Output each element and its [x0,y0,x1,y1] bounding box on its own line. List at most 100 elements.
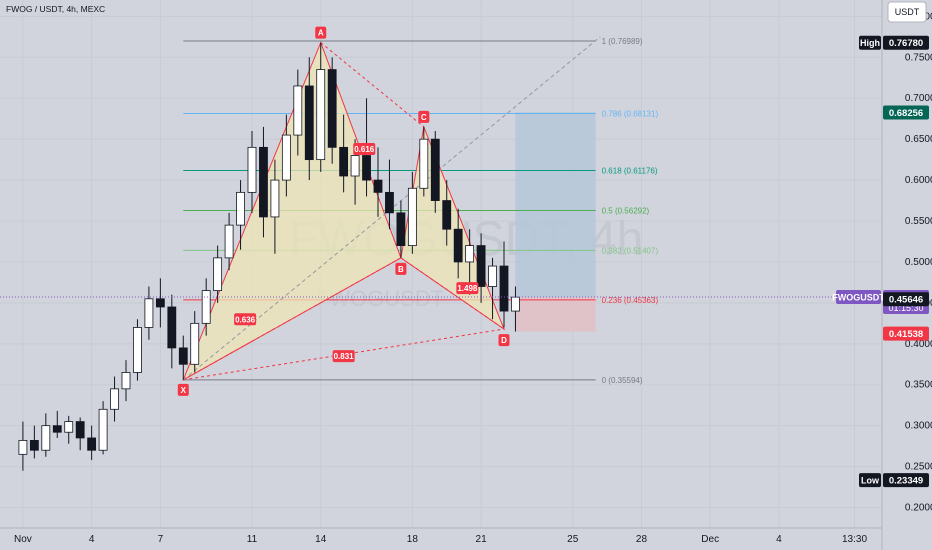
x-tick-label: 11 [247,534,258,545]
current-symbol: FWOGUSDT [832,293,885,303]
currency-button[interactable]: USDT [887,1,927,23]
point-letter: X [181,386,187,395]
candle-up [98,408,108,451]
fib-label: 0.786 (0.68131) [602,110,659,119]
price-tags: High0.767800.68256FWOGUSDT0.4571601:15:3… [832,35,929,488]
high-tag-label: High [860,38,880,48]
ratio-badge [234,313,257,326]
low-tag-label: Low [861,476,880,486]
low-tag-bg [883,473,929,488]
pattern-dashed-BD [400,257,505,330]
target-tag-bg [883,105,929,120]
candle-up [407,187,417,246]
y-tick-label: 0.75000 [905,52,932,63]
candle-up [511,296,520,312]
candle-down [373,179,383,193]
candle-down [178,347,188,365]
x-axis[interactable]: Nov 4 7 11 14 18 21 25 28 Dec 4 13:30 [14,534,867,545]
candle-down [304,85,314,161]
y-tick-label: 0.30000 [905,421,932,432]
candle-up [488,265,497,287]
symbol-title: FWOG / USDT, 4h, MEXC [6,4,105,14]
stop-tag-value: 0.41538 [889,329,923,340]
point-badge [395,262,407,275]
candle-up [133,327,142,373]
candle-down [499,265,509,312]
fib-label: 1 (0.76989) [602,37,643,46]
position-zones[interactable] [515,112,596,332]
candle-up [144,298,154,328]
currency-button-label: USDT [895,7,920,17]
current-symbol-bg [836,290,881,305]
candle-down [75,421,85,439]
candle-up [247,146,257,193]
candle-down [87,437,97,451]
target-zone [515,112,596,298]
candle-up [350,155,360,177]
candle-up [18,440,28,455]
x-tick-label: 4 [776,534,782,545]
high-tag-label-bg [859,35,881,50]
candle-down [362,155,371,181]
y-tick-label: 0.60000 [905,175,932,186]
x-tick-label: 21 [476,534,488,545]
candle-down [52,425,62,433]
x-tick-label: Nov [14,534,32,545]
x-tick-label: Dec [701,534,719,545]
candle-down [327,69,337,148]
target-tag-value: 0.68256 [889,108,923,119]
ratio-text: 0.636 [235,315,256,324]
point-badge [315,26,327,39]
y-tick-label: 0.65000 [905,134,932,145]
x-tick-label: 18 [407,534,419,545]
candle-down [155,298,165,308]
high-tag-bg [883,35,929,50]
stop-tag-bg [883,326,929,341]
y-tick-label: 0.70000 [905,93,932,104]
candle-down [259,146,268,218]
last-tag-value: 0.45646 [889,295,923,306]
y-tick-label: 0.40000 [905,339,932,350]
candle-down [167,306,177,349]
candle-up [236,191,245,226]
ratio-badge [456,282,479,295]
candle-up [316,69,326,161]
y-tick-label: 0.55000 [905,216,932,227]
ratio-text: 1.498 [457,284,478,293]
ratio-text: 0.616 [354,145,375,154]
x-tick-label: 4 [89,534,95,545]
candle-down [339,146,349,177]
pattern-dashed-AC [320,42,425,128]
candle-down [442,200,452,230]
last-tag-bg [883,292,929,307]
current-countdown: 01:15:30 [888,303,923,313]
candles [18,42,520,471]
point-letter: B [398,265,404,274]
candle-up [64,421,74,433]
x-tick-label: 25 [567,534,579,545]
fib-label: 0.236 (0.45363) [602,296,659,305]
candle-up [110,388,119,410]
stop-zone [515,297,596,332]
point-badge [418,110,430,123]
candle-down [396,212,406,246]
y-tick-label: 0.20000 [905,503,932,514]
ratio-text: 0.831 [334,352,355,361]
candle-up [224,224,234,259]
y-tick-label: 0.25000 [905,462,932,473]
point-badge [177,383,189,396]
x-axis-bg [0,528,932,550]
candle-up [213,257,223,292]
candle-up [201,290,211,324]
low-tag-value: 0.23349 [889,476,923,487]
pattern-point-labels: X A B C D [177,26,510,396]
candle-up [465,245,475,263]
candle-up [41,425,51,451]
candle-up [121,372,131,390]
candle-down [476,245,486,287]
y-tick-label: 0.50000 [905,257,932,268]
high-tag-value: 0.76780 [889,38,923,49]
candle-up [419,138,429,189]
candle-down [29,440,39,451]
